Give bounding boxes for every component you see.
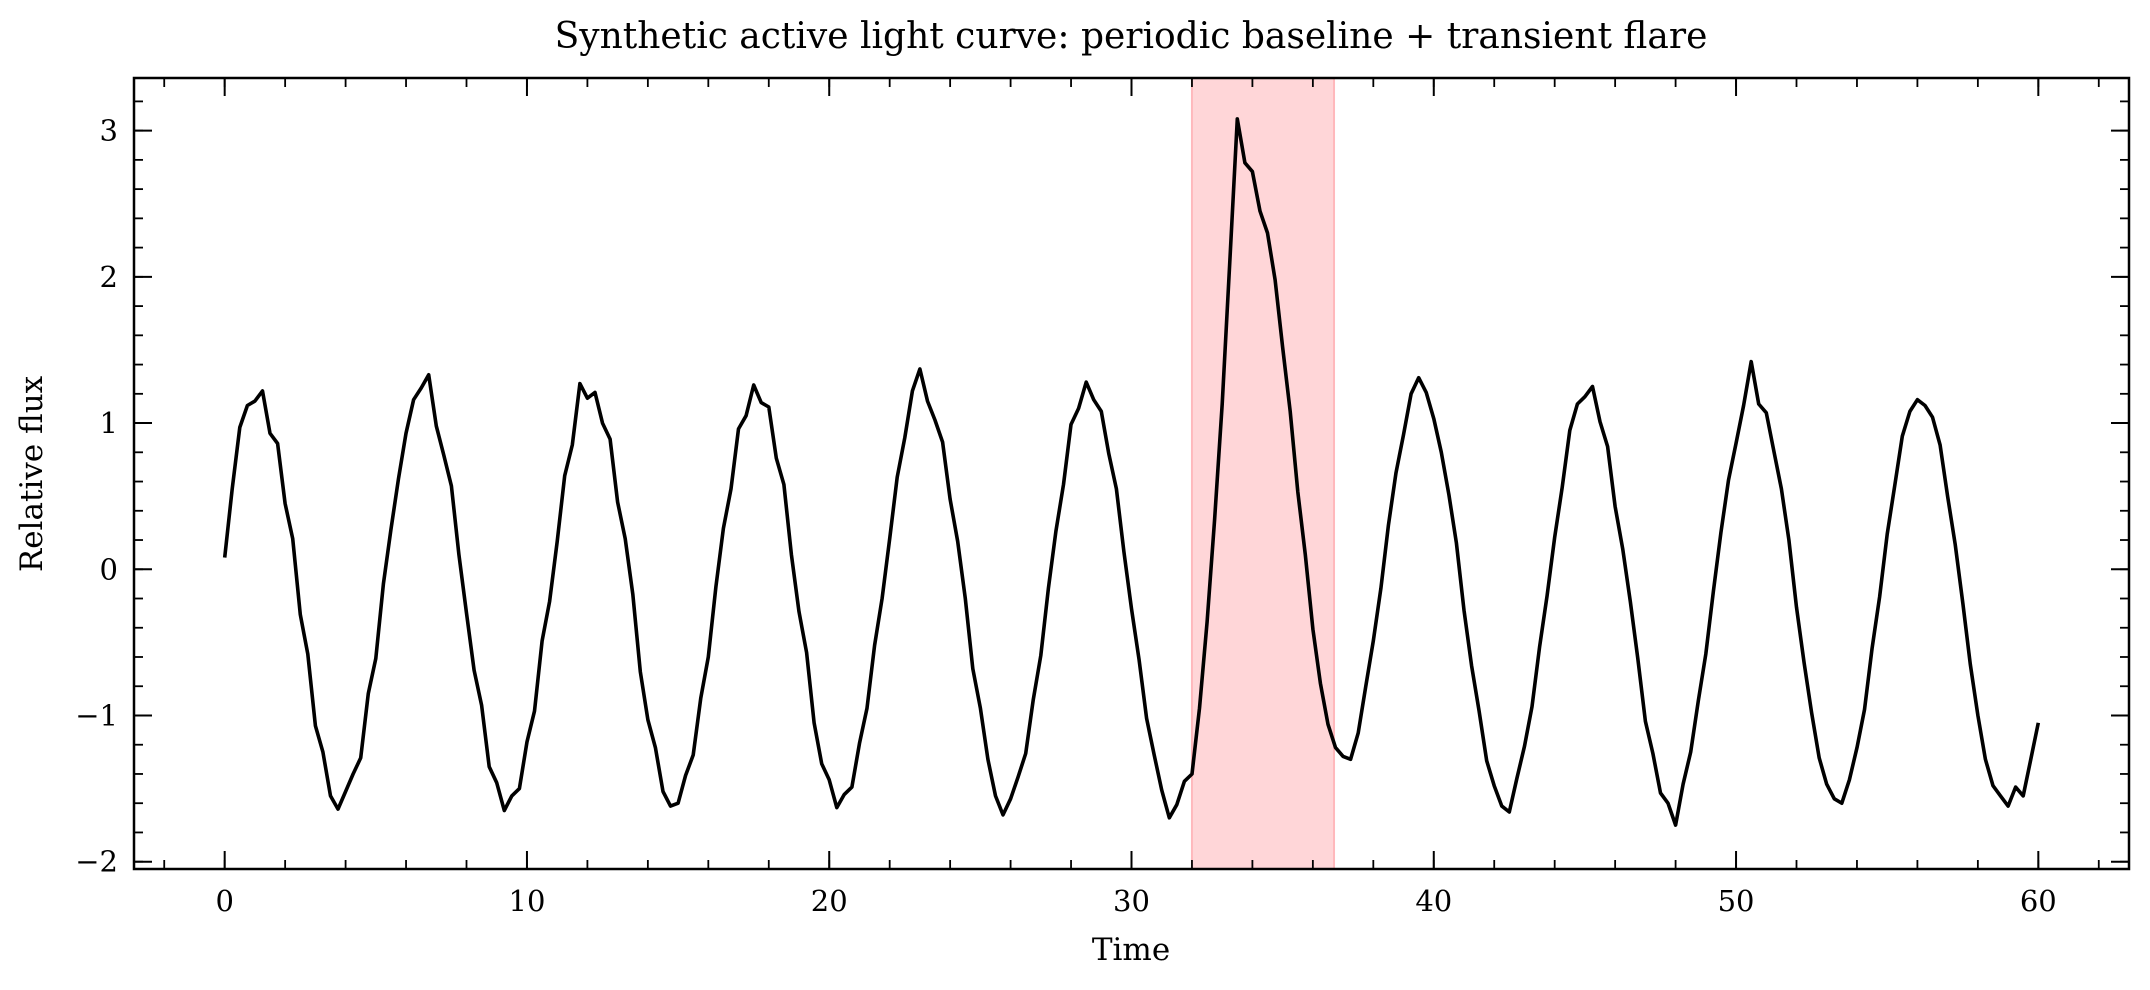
x-tick-label: 40 [1415,884,1452,918]
x-tick-label: 0 [215,884,233,918]
y-tick-label: 2 [100,260,118,294]
x-tick-label: 20 [811,884,848,918]
x-tick-label: 60 [2020,884,2057,918]
plot-area: 0 10 20 30 40 50 60 −2 −1 0 1 2 3 [75,76,2131,918]
y-axis-label: Relative flux [14,375,50,572]
x-tick-label: 30 [1113,884,1150,918]
x-axis-label: Time [1092,932,1170,968]
y-tick-label: 1 [100,406,118,440]
chart-title: Synthetic active light curve: periodic b… [555,16,1708,57]
y-tick-label: −1 [75,698,118,732]
axes-frame [132,76,2131,871]
x-tick-label: 10 [509,884,546,918]
y-tick-label: −2 [75,845,118,879]
x-tick-label: 50 [1718,884,1755,918]
flare-highlight-span [1190,77,1336,870]
y-tick-label: 0 [100,552,118,586]
series-line-0 [222,117,2041,827]
y-tick-label: 3 [100,114,118,148]
